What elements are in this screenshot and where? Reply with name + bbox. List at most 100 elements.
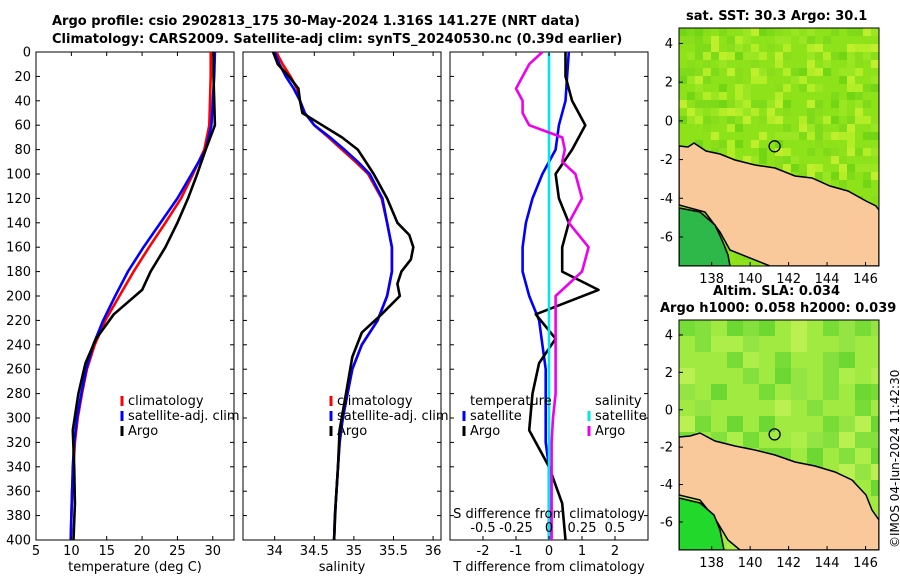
field-cell [863, 52, 871, 60]
field-cell [735, 140, 743, 148]
field-cell [871, 124, 879, 132]
field-cell [815, 100, 823, 108]
temperature-xlabel: temperature (deg C) [68, 560, 202, 575]
depth-tick-label: 380 [6, 509, 31, 524]
field-cell [679, 116, 687, 124]
field-cell [703, 76, 711, 84]
field-cell [735, 124, 743, 132]
field-cell [847, 124, 855, 132]
field-cell [839, 132, 847, 140]
field-cell [823, 116, 831, 124]
lat-tick-label: -4 [660, 478, 673, 493]
field-cell [847, 60, 855, 68]
field-cell [759, 76, 767, 84]
field-cell [871, 368, 879, 384]
field-cell [831, 116, 839, 124]
field-cell [735, 252, 743, 260]
field-cell [735, 76, 743, 84]
field-cell [727, 336, 743, 352]
depth-tick-label: 280 [6, 387, 31, 402]
field-cell [823, 416, 839, 432]
lon-tick-label: 142 [776, 556, 801, 571]
field-cell [719, 92, 727, 100]
field-cell [863, 116, 871, 124]
field-cell [799, 36, 807, 44]
field-cell [863, 28, 871, 36]
legend-argo: Argo [337, 424, 367, 439]
field-cell [783, 164, 791, 172]
salinity-panel: 34 34.5 35 35.5 36 climatology satellite-adj… [242, 51, 449, 575]
field-cell [807, 52, 815, 60]
field-cell [751, 60, 759, 68]
x-tick-label: 36 [425, 544, 442, 559]
field-cell [863, 84, 871, 92]
field-cell [823, 36, 831, 44]
field-cell [783, 52, 791, 60]
field-cell [831, 172, 839, 180]
field-cell [839, 352, 855, 368]
field-cell [695, 52, 703, 60]
field-cell [727, 124, 735, 132]
field-cell [711, 36, 719, 44]
field-cell [815, 52, 823, 60]
field-cell [775, 28, 783, 36]
field-cell [679, 76, 687, 84]
field-cell [759, 28, 767, 36]
field-cell [839, 100, 847, 108]
field-cell [847, 68, 855, 76]
legend-title-salinity: salinity [595, 394, 642, 409]
field-cell [735, 100, 743, 108]
field-cell [799, 116, 807, 124]
field-cell [695, 68, 703, 76]
depth-tick-label: 20 [14, 70, 31, 85]
series-line-salinity-argo [514, 51, 590, 540]
field-cell [727, 352, 743, 368]
field-cell [687, 116, 695, 124]
field-cell [871, 432, 879, 448]
field-cell [687, 36, 695, 44]
field-cell [855, 448, 871, 464]
field-cell [871, 28, 879, 36]
field-cell [815, 164, 823, 172]
x-tick-label: 30 [205, 544, 222, 559]
field-cell [759, 52, 767, 60]
field-cell [775, 92, 783, 100]
field-cell [775, 52, 783, 60]
field-cell [791, 320, 807, 336]
series-line-temperature-argo [527, 52, 600, 541]
field-cell [743, 52, 751, 60]
legend-title-temperature: temperature [470, 394, 552, 409]
field-cell [743, 156, 751, 164]
x-tick-label: 10 [63, 544, 80, 559]
field-cell [719, 100, 727, 108]
field-cell [847, 76, 855, 84]
field-cell [783, 124, 791, 132]
australia-land [679, 207, 731, 266]
field-cell [831, 92, 839, 100]
field-cell [807, 68, 815, 76]
field-cell [807, 84, 815, 92]
field-cell [727, 432, 743, 448]
field-cell [727, 68, 735, 76]
field-cell [831, 52, 839, 60]
x-tick-label: 15 [98, 544, 115, 559]
field-cell [751, 28, 759, 36]
field-cell [839, 164, 847, 172]
field-cell [711, 336, 727, 352]
x-tick-label: -1 [510, 544, 523, 559]
new-guinea-land [679, 432, 879, 550]
field-cell [839, 108, 847, 116]
lat-tick-label: 0 [665, 114, 673, 129]
depth-tick-label: 80 [14, 143, 31, 158]
field-cell [727, 36, 735, 44]
lon-tick-label: 140 [738, 272, 763, 287]
field-cell [775, 116, 783, 124]
field-cell [711, 132, 719, 140]
field-cell [727, 116, 735, 124]
field-cell [743, 108, 751, 116]
field-cell [839, 68, 847, 76]
depth-tick-label: 60 [14, 119, 31, 134]
field-cell [799, 172, 807, 180]
field-cell [767, 68, 775, 76]
